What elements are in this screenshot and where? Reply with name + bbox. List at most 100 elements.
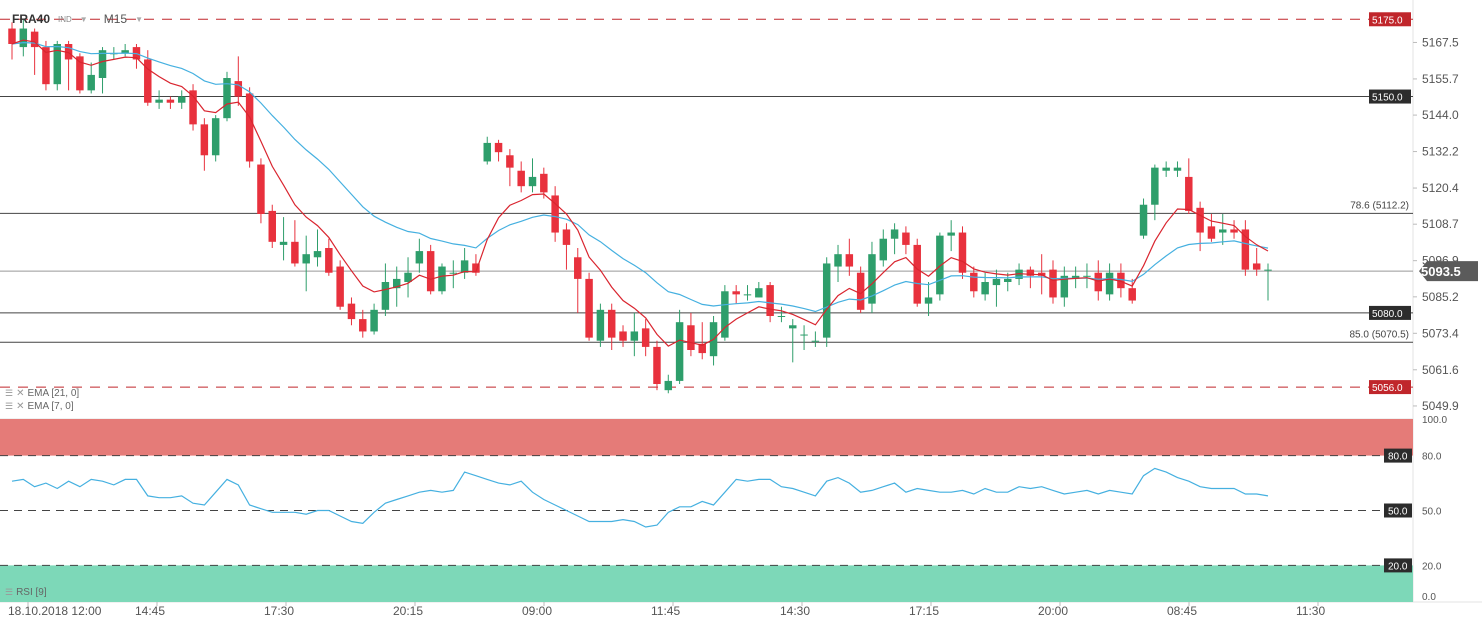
candle-body[interactable]: [506, 155, 514, 168]
candle-body[interactable]: [415, 251, 424, 264]
candle-body[interactable]: [1060, 275, 1069, 298]
candle-body[interactable]: [607, 309, 616, 338]
candle-body[interactable]: [1117, 272, 1125, 289]
ema7-legend[interactable]: ☰ ✕ EMA [7, 0]: [5, 401, 74, 412]
candle-body[interactable]: [460, 260, 469, 273]
timeframe-selector[interactable]: M15: [103, 12, 128, 26]
candle-body[interactable]: [992, 278, 1001, 286]
candle-body[interactable]: [1049, 269, 1057, 298]
candle-body[interactable]: [1139, 204, 1148, 236]
candle-body[interactable]: [1071, 275, 1080, 279]
candle-body[interactable]: [619, 331, 627, 341]
candle-body[interactable]: [392, 278, 401, 289]
candle-body[interactable]: [245, 93, 254, 162]
candle-body[interactable]: [856, 272, 865, 310]
candle-body[interactable]: [902, 232, 910, 245]
candle-body[interactable]: [698, 343, 706, 354]
candle-body[interactable]: [1128, 288, 1136, 301]
candle-body[interactable]: [1162, 167, 1170, 171]
candle-body[interactable]: [687, 325, 695, 350]
candle-body[interactable]: [211, 118, 220, 156]
candle-body[interactable]: [562, 229, 571, 245]
candle-body[interactable]: [313, 251, 322, 258]
candle-body[interactable]: [1219, 229, 1227, 233]
candle-body[interactable]: [177, 96, 186, 103]
candle-body[interactable]: [64, 44, 73, 60]
candle-body[interactable]: [359, 319, 367, 332]
candle-body[interactable]: [336, 266, 344, 307]
candle-body[interactable]: [279, 241, 288, 245]
candle-body[interactable]: [924, 297, 933, 304]
candle-body[interactable]: [890, 229, 899, 239]
candle-body[interactable]: [766, 285, 774, 316]
chevron-down-icon[interactable]: ▼: [135, 14, 143, 24]
candle-body[interactable]: [958, 232, 967, 273]
candle-body[interactable]: [1207, 226, 1216, 239]
candle-body[interactable]: [1105, 272, 1114, 295]
candle-body[interactable]: [1173, 167, 1182, 171]
candle-body[interactable]: [98, 50, 107, 78]
candle-body[interactable]: [30, 31, 39, 48]
candle-body[interactable]: [1252, 263, 1261, 270]
candle-body[interactable]: [585, 278, 593, 338]
candle-body[interactable]: [1026, 269, 1035, 276]
candle-body[interactable]: [845, 254, 854, 267]
candle-body[interactable]: [653, 346, 661, 384]
candle-body[interactable]: [494, 142, 503, 153]
candle-body[interactable]: [879, 238, 888, 261]
candle-body[interactable]: [528, 176, 537, 187]
candle-body[interactable]: [822, 263, 831, 338]
candle-body[interactable]: [1185, 176, 1193, 211]
candle-body[interactable]: [1264, 269, 1272, 271]
candle-body[interactable]: [551, 195, 559, 233]
menu-icon[interactable]: ☰: [5, 401, 14, 411]
candle-body[interactable]: [811, 340, 820, 342]
candle-body[interactable]: [42, 47, 50, 85]
candle-body[interactable]: [370, 309, 378, 332]
menu-icon[interactable]: ☰: [5, 388, 14, 398]
candle-body[interactable]: [1241, 229, 1250, 270]
candle-body[interactable]: [8, 28, 16, 44]
candle-body[interactable]: [268, 210, 276, 242]
candle-body[interactable]: [291, 241, 299, 264]
candle-body[interactable]: [426, 251, 435, 292]
candle-body[interactable]: [223, 78, 231, 119]
candle-body[interactable]: [721, 291, 729, 338]
candle-body[interactable]: [800, 334, 808, 336]
menu-icon[interactable]: ☰: [5, 587, 14, 597]
close-icon[interactable]: ✕: [16, 401, 25, 412]
candle-body[interactable]: [347, 303, 356, 320]
candle-body[interactable]: [970, 272, 978, 292]
candle-body[interactable]: [732, 291, 740, 295]
candle-body[interactable]: [325, 248, 333, 273]
candle-body[interactable]: [1151, 167, 1159, 205]
candle-body[interactable]: [675, 322, 684, 381]
candle-body[interactable]: [596, 309, 605, 341]
candle-body[interactable]: [53, 44, 61, 85]
candle-body[interactable]: [834, 254, 842, 267]
candle-body[interactable]: [630, 331, 639, 341]
candle-body[interactable]: [144, 59, 152, 103]
candle-body[interactable]: [789, 325, 797, 329]
candle-body[interactable]: [155, 99, 163, 103]
candle-body[interactable]: [1083, 275, 1091, 277]
candle-body[interactable]: [641, 328, 650, 347]
candle-body[interactable]: [981, 282, 989, 295]
rsi-legend[interactable]: ☰ RSI [9]: [5, 587, 47, 598]
candle-body[interactable]: [743, 294, 752, 296]
symbol-label[interactable]: FRA40: [12, 12, 51, 26]
candle-body[interactable]: [1196, 207, 1204, 233]
candle-body[interactable]: [472, 263, 480, 273]
candle-body[interactable]: [381, 282, 390, 310]
candle-body[interactable]: [234, 81, 243, 97]
candle-body[interactable]: [189, 90, 197, 125]
candle-body[interactable]: [868, 254, 876, 304]
candle-body[interactable]: [936, 235, 944, 295]
candle-body[interactable]: [755, 288, 763, 298]
candle-body[interactable]: [1230, 229, 1238, 233]
candle-body[interactable]: [257, 164, 265, 214]
candle-body[interactable]: [76, 56, 84, 91]
candle-body[interactable]: [438, 266, 446, 292]
candle-body[interactable]: [302, 254, 310, 264]
